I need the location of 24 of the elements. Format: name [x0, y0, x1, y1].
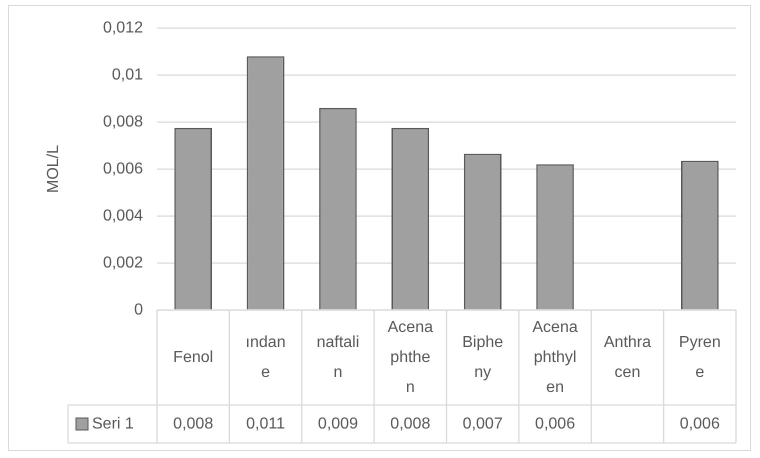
x-tick-label: Bipheny: [462, 334, 504, 381]
x-tick-label: Anthracen: [604, 334, 652, 381]
x-tick-label: Fenol: [173, 348, 214, 366]
data-label: 0,008: [173, 415, 214, 432]
y-tick-label: 0,01: [112, 66, 144, 84]
data-label: 0,011: [246, 415, 286, 432]
y-axis-title: MOL/L: [45, 144, 62, 194]
y-tick-label: 0,002: [102, 254, 144, 272]
data-label: 0,008: [390, 415, 430, 432]
y-tick-label: 0,008: [102, 113, 144, 130]
y-tick-label: 0,004: [102, 207, 144, 224]
data-label: 0,009: [318, 415, 358, 432]
data-label: 0,006: [680, 415, 720, 432]
x-tick-label: Pyrene: [678, 334, 721, 381]
x-tick-label: Acenaphthylen: [532, 318, 578, 396]
x-tick-label: naftalin: [316, 334, 360, 381]
data-label: 0,007: [462, 415, 503, 432]
x-tick-label: ındane: [246, 334, 286, 381]
y-tick-label: 0,006: [102, 160, 144, 178]
y-tick-label: 0,012: [102, 19, 144, 36]
y-tick-label: 0: [134, 301, 144, 318]
data-label: 0,006: [535, 415, 576, 432]
legend-label: Seri 1: [92, 415, 134, 432]
x-tick-label: Acenaphthen: [388, 318, 434, 396]
